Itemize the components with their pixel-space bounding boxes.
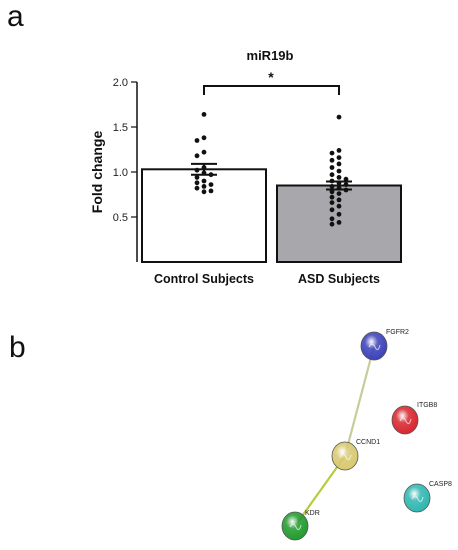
data-point <box>336 161 342 167</box>
node-casp8: CASP8 <box>403 481 452 513</box>
data-point <box>336 197 342 203</box>
edge-fgfr2-ccnd1 <box>343 345 376 457</box>
significance-star: * <box>268 69 274 85</box>
structure-glyph <box>339 453 352 461</box>
panel-label-b: b <box>9 331 26 364</box>
node-label-casp8: CASP8 <box>429 481 452 488</box>
significance-bracket: * <box>203 69 340 95</box>
data-point <box>329 157 335 163</box>
data-point <box>329 189 335 195</box>
data-point <box>194 185 200 191</box>
network-nodes: FGFR2 ITGB8 CCND1 CASP8 KDR <box>281 329 452 541</box>
data-point <box>329 165 335 170</box>
interaction-network: FGFR2 ITGB8 CCND1 CASP8 KDR <box>281 329 452 541</box>
data-point <box>194 167 200 173</box>
data-point <box>329 221 335 227</box>
data-point <box>201 112 207 117</box>
data-point <box>329 207 335 213</box>
data-point <box>208 172 214 178</box>
data-point <box>329 172 335 178</box>
structure-glyph <box>411 495 424 503</box>
structure-glyph <box>399 417 412 425</box>
data-point <box>329 184 335 189</box>
data-point <box>201 170 207 176</box>
data-point <box>201 184 207 189</box>
data-point <box>343 187 349 193</box>
data-point <box>194 175 200 180</box>
node-ccnd1: CCND1 <box>331 439 380 471</box>
structure-glyph <box>289 523 302 531</box>
category-label-0: Control Subjects <box>154 272 254 286</box>
data-point <box>336 180 342 186</box>
chart-title: miR19b <box>247 48 294 63</box>
node-kdr: KDR <box>281 510 320 541</box>
y-ticks: 0.5 1.0 1.5 2.0 <box>113 77 137 224</box>
data-point <box>336 168 342 174</box>
data-point <box>336 191 342 197</box>
data-point <box>329 150 335 156</box>
data-point <box>201 178 207 184</box>
y-axis-label: Fold change <box>89 131 105 214</box>
data-point <box>329 194 335 200</box>
data-point <box>201 149 207 155</box>
data-point <box>329 216 335 222</box>
bars <box>141 168 402 263</box>
data-point <box>329 178 335 184</box>
node-label-kdr: KDR <box>305 510 320 517</box>
y-tick-label: 1.5 <box>113 122 128 134</box>
bracket-line <box>203 85 340 95</box>
data-point <box>201 165 207 170</box>
data-point <box>343 176 349 182</box>
data-point <box>201 189 207 195</box>
structure-glyph <box>368 343 381 351</box>
data-point <box>208 182 214 188</box>
data-point <box>194 138 200 143</box>
node-label-fgfr2: FGFR2 <box>386 329 409 336</box>
data-points <box>194 112 349 227</box>
data-point <box>336 148 342 153</box>
node-label-itgb8: ITGB8 <box>417 402 437 409</box>
node-label-ccnd1: CCND1 <box>356 439 380 446</box>
y-tick-label: 0.5 <box>113 212 128 224</box>
bar-chart: miR19b Fold change 0.5 1.0 1.5 2.0 Control … <box>89 48 402 286</box>
data-point <box>336 185 342 191</box>
y-tick-label: 1.0 <box>113 167 128 179</box>
data-point <box>336 220 342 225</box>
data-point <box>336 114 342 120</box>
data-point <box>208 188 214 194</box>
category-labels: Control Subjects ASD Subjects <box>154 272 380 286</box>
node-fgfr2: FGFR2 <box>360 329 409 361</box>
panel-label-a: a <box>7 0 24 33</box>
node-itgb8: ITGB8 <box>391 402 437 435</box>
data-point <box>329 200 335 206</box>
data-point <box>336 211 342 217</box>
data-point <box>336 155 342 161</box>
data-point <box>336 203 342 209</box>
edge-ccnd1-kdr <box>294 455 346 527</box>
data-point <box>336 175 342 180</box>
y-tick-label: 2.0 <box>113 77 128 89</box>
network-edges <box>294 345 376 527</box>
category-label-1: ASD Subjects <box>298 272 380 286</box>
data-point <box>201 135 207 141</box>
data-point <box>194 180 200 186</box>
data-point <box>343 182 349 188</box>
data-point <box>194 153 200 159</box>
